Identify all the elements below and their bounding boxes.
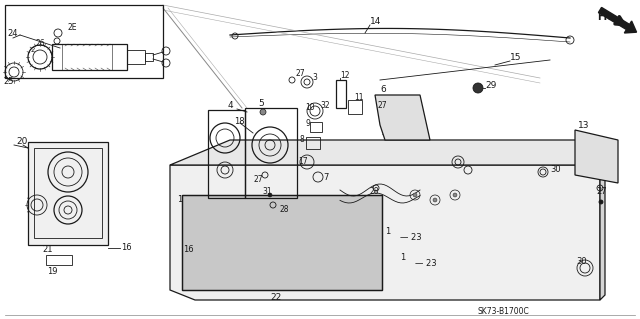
- Text: 16: 16: [183, 246, 194, 255]
- Text: 21: 21: [42, 246, 52, 255]
- Polygon shape: [182, 195, 382, 290]
- Text: 32: 32: [320, 100, 330, 109]
- Text: 2E: 2E: [68, 23, 77, 32]
- Polygon shape: [575, 130, 618, 183]
- Text: 1: 1: [400, 254, 405, 263]
- Bar: [34, 148, 102, 238]
- Polygon shape: [170, 165, 600, 300]
- Bar: [145, 53, 153, 61]
- Text: 1: 1: [385, 227, 390, 236]
- Text: 27: 27: [295, 69, 305, 78]
- Text: 27: 27: [253, 175, 262, 184]
- Bar: [336, 80, 346, 108]
- Text: 27: 27: [596, 188, 607, 197]
- Text: 31: 31: [262, 188, 271, 197]
- Text: 28: 28: [370, 188, 380, 197]
- Circle shape: [453, 193, 457, 197]
- Text: 9: 9: [305, 120, 310, 129]
- Circle shape: [260, 109, 266, 115]
- Text: 2: 2: [31, 47, 35, 53]
- Text: 19: 19: [47, 268, 58, 277]
- Bar: [245, 108, 297, 198]
- Text: SK73-B1700C: SK73-B1700C: [478, 307, 530, 315]
- Text: 22: 22: [270, 293, 281, 302]
- Bar: [52, 44, 127, 70]
- Text: 20: 20: [16, 137, 28, 146]
- Polygon shape: [170, 140, 605, 165]
- Circle shape: [473, 83, 483, 93]
- Text: 3: 3: [312, 73, 317, 83]
- Text: 24: 24: [7, 28, 17, 38]
- Text: 4: 4: [228, 101, 234, 110]
- Text: 13: 13: [578, 122, 589, 130]
- Text: 8: 8: [300, 136, 305, 145]
- Text: — 23: — 23: [415, 259, 436, 269]
- Text: 30: 30: [576, 257, 587, 266]
- Text: — 23: — 23: [400, 234, 422, 242]
- Circle shape: [268, 193, 272, 197]
- Text: FR.: FR.: [597, 12, 615, 22]
- Polygon shape: [28, 142, 108, 245]
- Bar: [127, 50, 145, 64]
- FancyArrow shape: [598, 7, 637, 33]
- Text: 30: 30: [550, 166, 561, 174]
- Text: 5: 5: [258, 100, 264, 108]
- Bar: [310, 122, 322, 132]
- Text: 10: 10: [305, 103, 315, 113]
- Text: 25: 25: [3, 78, 13, 86]
- Bar: [5, 5, 163, 78]
- Polygon shape: [375, 95, 430, 140]
- Bar: [306, 137, 320, 149]
- Circle shape: [599, 200, 603, 204]
- Text: 17: 17: [298, 158, 308, 167]
- Text: 15: 15: [510, 54, 522, 63]
- Circle shape: [433, 198, 437, 202]
- Text: 28: 28: [280, 205, 289, 214]
- Bar: [182, 195, 382, 290]
- Text: 16: 16: [121, 243, 132, 253]
- Text: 7: 7: [323, 173, 328, 182]
- Text: 11: 11: [354, 93, 364, 101]
- Polygon shape: [600, 155, 605, 300]
- Text: 14: 14: [370, 18, 381, 26]
- Bar: [348, 100, 362, 114]
- Text: 12: 12: [340, 70, 349, 79]
- Bar: [46, 255, 72, 265]
- Text: 26: 26: [36, 40, 45, 48]
- Text: 27: 27: [377, 100, 387, 109]
- Text: 29: 29: [485, 80, 497, 90]
- Text: 18: 18: [234, 116, 244, 125]
- Text: 1: 1: [177, 196, 182, 204]
- Circle shape: [413, 193, 417, 197]
- Text: 6: 6: [380, 85, 386, 94]
